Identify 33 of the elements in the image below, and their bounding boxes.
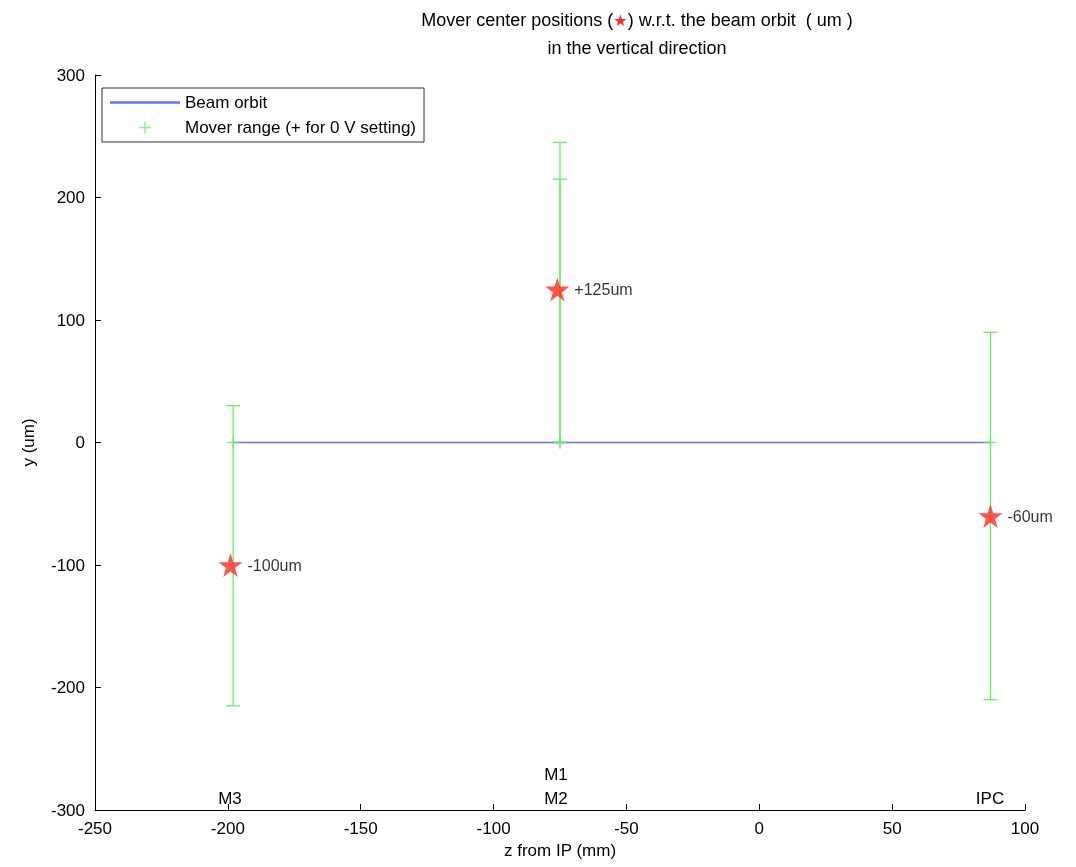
x-tick-label: -50 bbox=[614, 819, 639, 838]
point bbox=[983, 435, 998, 450]
y-tick-label: -100 bbox=[50, 555, 85, 575]
annotation: M1 bbox=[544, 764, 568, 784]
x-tick-label: 100 bbox=[1010, 819, 1040, 838]
point bbox=[226, 435, 240, 450]
chart-subtitle: in the vertical direction bbox=[547, 38, 727, 58]
annotation: IPC bbox=[975, 788, 1005, 808]
x-tick-label: 50 bbox=[882, 819, 902, 838]
y-tick-label: 100 bbox=[56, 310, 85, 330]
annotation: M3 bbox=[218, 788, 242, 808]
point bbox=[218, 553, 243, 577]
x-tick-label: -100 bbox=[476, 819, 511, 838]
x-tick-label: -200 bbox=[210, 819, 245, 838]
annotation: M2 bbox=[544, 788, 568, 808]
chart-title: Mover center positions (★) w.r.t. the beam orbit ( um ) bbox=[421, 10, 853, 30]
data-label: -100um bbox=[247, 556, 302, 574]
point bbox=[978, 504, 1003, 528]
y-tick-label: 200 bbox=[56, 188, 85, 207]
y-tick-label: 300 bbox=[56, 65, 85, 85]
data-label: +125um bbox=[574, 280, 633, 298]
x-tick-label: -250 bbox=[77, 819, 113, 838]
legend-label: Beam orbit bbox=[185, 93, 268, 112]
x-tick-label: 0 bbox=[754, 819, 765, 838]
y-tick-label: 0 bbox=[75, 433, 85, 452]
legend-label: Mover range (+ for 0 V setting) bbox=[185, 118, 417, 137]
x-tick-label: -150 bbox=[343, 819, 378, 838]
point bbox=[545, 277, 570, 302]
y-tick-label: -200 bbox=[50, 678, 85, 697]
x-axis-title: z from IP (mm) bbox=[503, 840, 617, 860]
data-label: -60um bbox=[1007, 507, 1053, 525]
y-tick-label: -300 bbox=[50, 800, 85, 820]
y-axis-title: y (um) bbox=[19, 418, 38, 467]
